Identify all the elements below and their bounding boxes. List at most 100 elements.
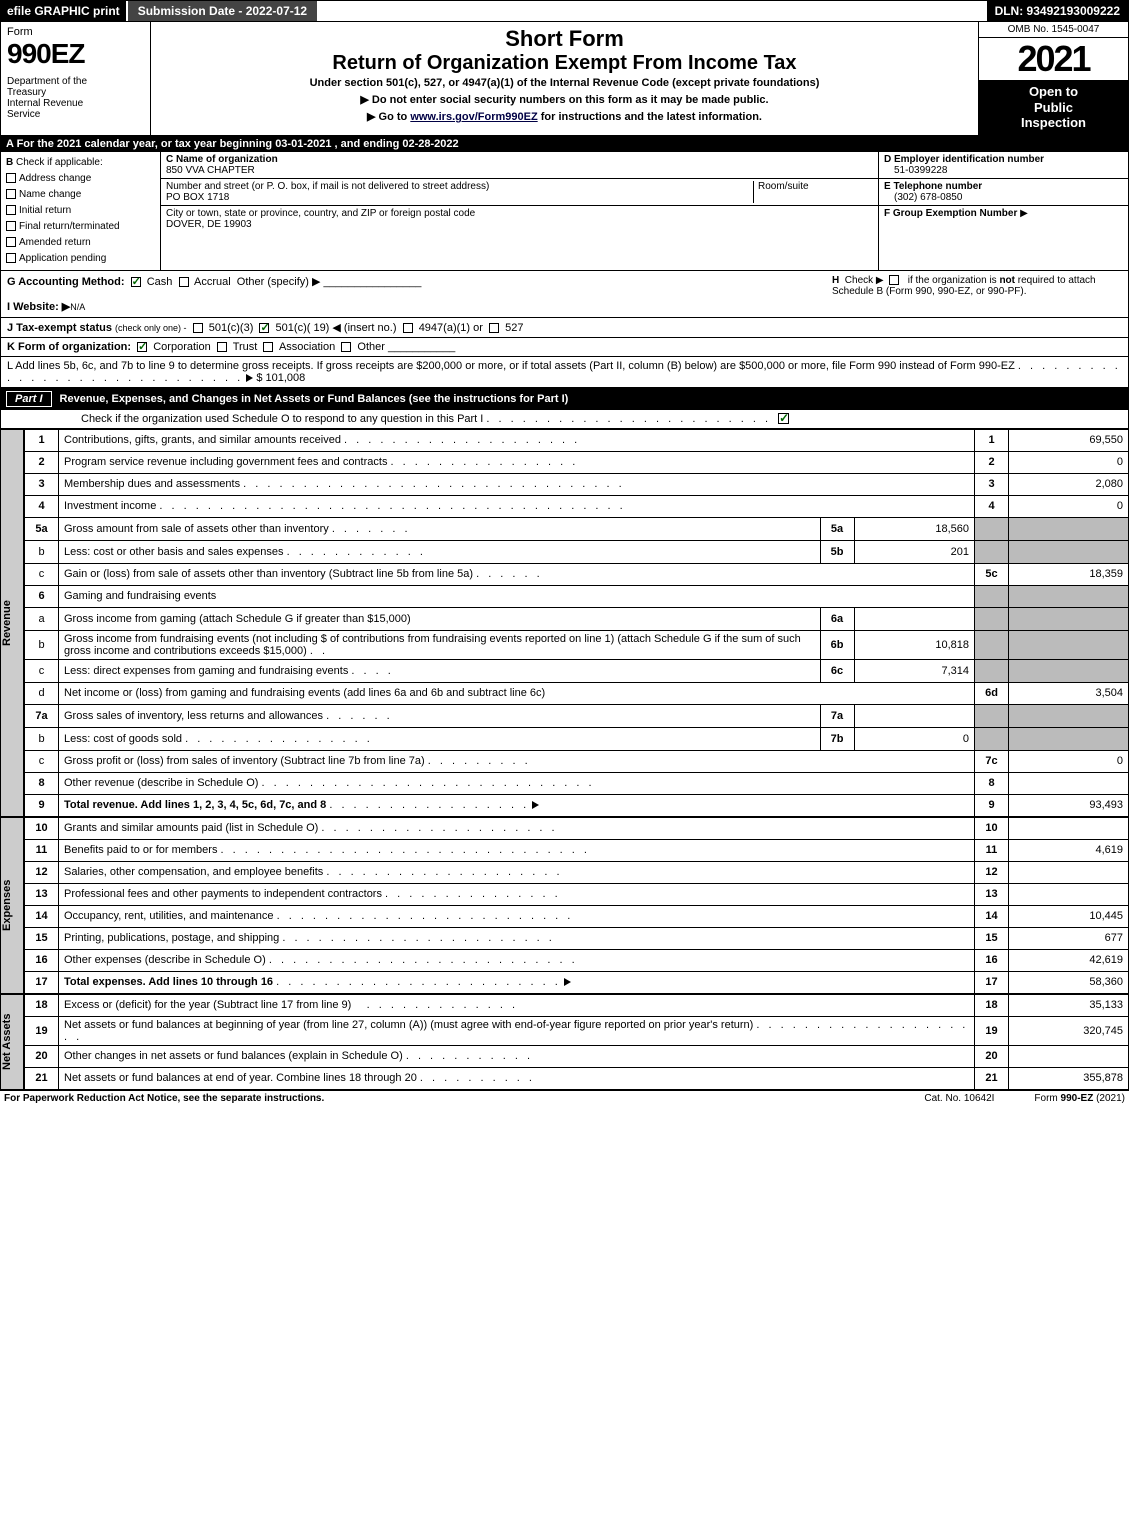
l-value: $ 101,008 [256, 372, 305, 384]
g-cash: Cash [147, 276, 173, 288]
city-value: DOVER, DE 19903 [166, 219, 252, 230]
g-accrual: Accrual [194, 276, 231, 288]
checkbox-501c[interactable] [259, 323, 269, 333]
table-row: 12Salaries, other compensation, and empl… [25, 861, 1129, 883]
expenses-side-label: Expenses [0, 817, 24, 994]
checkbox-527[interactable] [489, 323, 499, 333]
j-opt4: 527 [505, 322, 523, 334]
opt-final-return: Final return/terminated [19, 221, 120, 232]
h-text: Check ▶ if the organization is not requi… [832, 275, 1096, 297]
addr-value: PO BOX 1718 [166, 192, 229, 203]
instruction-1: ▶ Do not enter social security numbers o… [159, 93, 970, 106]
f-label: F Group Exemption Number [884, 208, 1017, 219]
form-number: 990EZ [7, 38, 144, 70]
line-value: 69,550 [1009, 429, 1129, 451]
table-row: bLess: cost of goods sold . . . . . . . … [25, 727, 1129, 750]
footer-mid: Cat. No. 10642I [884, 1093, 1034, 1104]
k-other: Other [357, 341, 385, 353]
checkbox-501c3[interactable] [193, 323, 203, 333]
checkbox-cash[interactable] [131, 277, 141, 287]
row-j: J Tax-exempt status (check only one) - 5… [0, 318, 1129, 338]
checkbox-h[interactable] [889, 275, 899, 285]
part-1-title: Revenue, Expenses, and Changes in Net As… [60, 393, 569, 405]
g-other: Other (specify) ▶ [237, 276, 321, 288]
opt-name-change: Name change [19, 189, 81, 200]
table-row: 21Net assets or fund balances at end of … [25, 1067, 1129, 1089]
table-row: 3Membership dues and assessments . . . .… [25, 473, 1129, 495]
table-row: 15Printing, publications, postage, and s… [25, 927, 1129, 949]
checkbox-amended-return[interactable] [6, 237, 16, 247]
ein-value: 51-0399228 [884, 165, 1123, 176]
checkbox-corporation[interactable] [137, 342, 147, 352]
checkbox-final-return[interactable] [6, 221, 16, 231]
table-row: 20Other changes in net assets or fund ba… [25, 1045, 1129, 1067]
table-row: 18Excess or (deficit) for the year (Subt… [25, 994, 1129, 1016]
dots: . . . . . . . . . . . . . . . . . . . . … [486, 413, 771, 425]
table-row: 8Other revenue (describe in Schedule O) … [25, 772, 1129, 794]
part-1-header: Part I Revenue, Expenses, and Changes in… [0, 388, 1129, 410]
checkbox-application-pending[interactable] [6, 253, 16, 263]
section-c: C Name of organization 850 VVA CHAPTER N… [161, 152, 878, 270]
arrow-icon [564, 978, 571, 986]
org-name: 850 VVA CHAPTER [166, 165, 255, 176]
efile-label: efile GRAPHIC print [1, 1, 126, 21]
netassets-section: Net Assets 18Excess or (deficit) for the… [0, 994, 1129, 1090]
checkbox-trust[interactable] [217, 342, 227, 352]
checkbox-accrual[interactable] [179, 277, 189, 287]
j-opt1: 501(c)(3) [209, 322, 254, 334]
part-1-check-row: Check if the organization used Schedule … [0, 410, 1129, 429]
footer-left: For Paperwork Reduction Act Notice, see … [4, 1093, 884, 1104]
checkbox-association[interactable] [263, 342, 273, 352]
table-row: 16Other expenses (describe in Schedule O… [25, 949, 1129, 971]
info-block: B Check if applicable: Address change Na… [0, 152, 1129, 271]
d-label: D Employer identification number [884, 154, 1123, 165]
revenue-table: 1Contributions, gifts, grants, and simil… [24, 429, 1129, 817]
tax-year: 2021 [979, 38, 1128, 80]
irs-link[interactable]: www.irs.gov/Form990EZ [410, 111, 537, 123]
room-suite-label: Room/suite [753, 181, 873, 203]
table-row: 19Net assets or fund balances at beginni… [25, 1016, 1129, 1045]
table-row: 4Investment income . . . . . . . . . . .… [25, 495, 1129, 517]
row-a-tax-year: A For the 2021 calendar year, or tax yea… [0, 136, 1129, 152]
j-note: (check only one) - [115, 323, 187, 333]
footer-right: Form 990-EZ (2021) [1034, 1093, 1125, 1104]
city-label: City or town, state or province, country… [166, 208, 475, 219]
checkbox-name-change[interactable] [6, 189, 16, 199]
checkbox-4947[interactable] [403, 323, 413, 333]
header-left: Form 990EZ Department of theTreasuryInte… [1, 22, 151, 135]
checkbox-schedule-o[interactable] [778, 413, 789, 424]
checkbox-initial-return[interactable] [6, 205, 16, 215]
checkbox-address-change[interactable] [6, 173, 16, 183]
table-row: bGross income from fundraising events (n… [25, 630, 1129, 659]
table-row: 2Program service revenue including gover… [25, 451, 1129, 473]
checkbox-other[interactable] [341, 342, 351, 352]
submission-date: Submission Date - 2022-07-12 [128, 1, 317, 21]
row-l: L Add lines 5b, 6c, and 7b to line 9 to … [0, 357, 1129, 388]
row-g-h: G Accounting Method: Cash Accrual Other … [0, 271, 1129, 318]
j-label: J Tax-exempt status [7, 322, 112, 334]
e-label: E Telephone number [884, 181, 1123, 192]
section-def: D Employer identification number 51-0399… [878, 152, 1128, 270]
l-text: L Add lines 5b, 6c, and 7b to line 9 to … [7, 360, 1015, 372]
instr2-post: for instructions and the latest informat… [538, 111, 762, 123]
table-row: dNet income or (loss) from gaming and fu… [25, 682, 1129, 704]
dln-label: DLN: 93492193009222 [987, 1, 1128, 21]
line-desc: Contributions, gifts, grants, and simila… [59, 429, 975, 451]
part-1-check-text: Check if the organization used Schedule … [81, 413, 483, 425]
k-assoc: Association [279, 341, 335, 353]
i-label: I Website: ▶ [7, 301, 70, 313]
k-trust: Trust [233, 341, 258, 353]
form-header: Form 990EZ Department of theTreasuryInte… [0, 22, 1129, 136]
top-bar: efile GRAPHIC print Submission Date - 20… [0, 0, 1129, 22]
k-label: K Form of organization: [7, 341, 131, 353]
expenses-section: Expenses 10Grants and similar amounts pa… [0, 817, 1129, 994]
instr2-pre: ▶ Go to [367, 111, 410, 123]
c-label: C Name of organization [166, 154, 278, 165]
table-row: cGain or (loss) from sale of assets othe… [25, 563, 1129, 585]
table-row: 13Professional fees and other payments t… [25, 883, 1129, 905]
table-row: 10Grants and similar amounts paid (list … [25, 817, 1129, 839]
expenses-table: 10Grants and similar amounts paid (list … [24, 817, 1129, 994]
b-label: B [6, 157, 13, 168]
j-opt3: 4947(a)(1) or [419, 322, 483, 334]
arrow-icon [532, 801, 539, 809]
